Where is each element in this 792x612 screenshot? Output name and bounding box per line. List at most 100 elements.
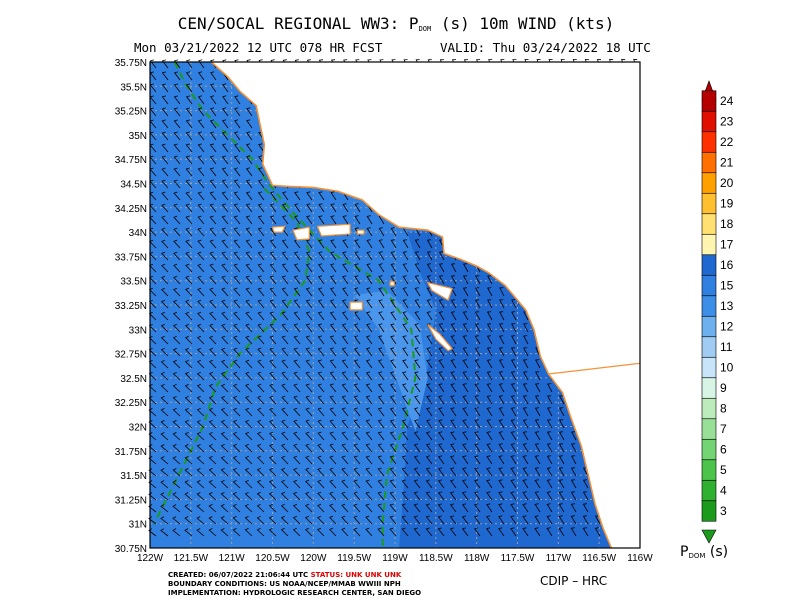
wind-barb	[330, 275, 337, 285]
wind-barb	[425, 491, 433, 501]
wind-barb	[474, 503, 481, 513]
wind-barb	[317, 395, 325, 405]
wind-barb	[209, 335, 217, 345]
wind-barb	[293, 443, 301, 453]
wind-barb	[558, 431, 565, 441]
wind-barb	[220, 371, 229, 381]
wind-barb	[390, 287, 397, 297]
y-tick-label: 31N	[129, 520, 147, 531]
wind-barb	[510, 443, 517, 453]
wind-barb	[426, 443, 433, 453]
wind-barb	[196, 516, 205, 525]
wind-barb	[365, 431, 373, 441]
wind-barb	[462, 323, 469, 333]
wind-barb	[389, 491, 397, 501]
wind-barb	[245, 215, 253, 225]
wind-barb	[486, 455, 493, 465]
wind-barb	[244, 528, 253, 537]
y-tick-label: 31.75N	[115, 447, 147, 458]
x-tick-label: 116.5W	[582, 553, 616, 564]
wind-barb	[378, 299, 385, 309]
wind-barb	[498, 479, 505, 489]
wind-barb	[438, 251, 445, 261]
island	[426, 281, 453, 301]
wind-barb	[221, 383, 229, 393]
wind-barb	[245, 287, 253, 297]
wind-barb	[244, 455, 253, 465]
wind-barb	[365, 527, 373, 537]
wind-barb	[486, 419, 493, 429]
wind-barb	[233, 359, 241, 369]
wind-barb	[292, 527, 301, 537]
wind-barb	[209, 143, 217, 153]
wind-barb	[257, 239, 265, 249]
wind-barb	[208, 504, 217, 513]
wind-barb	[160, 311, 169, 321]
wind-barb	[558, 527, 565, 537]
wind-barb	[234, 131, 241, 141]
wind-barb	[197, 167, 205, 177]
wind-barb	[222, 95, 229, 105]
wind-barb	[522, 419, 529, 429]
wind-barb	[220, 504, 229, 513]
wind-barb	[341, 323, 349, 333]
wind-barb	[365, 515, 373, 525]
colorbar-label-value: 21	[720, 156, 734, 170]
wind-barb	[269, 419, 277, 429]
wind-barb	[498, 419, 505, 429]
wind-barb	[256, 431, 265, 441]
wind-barb	[378, 239, 385, 249]
wind-barb	[245, 311, 253, 321]
wind-barb	[305, 431, 313, 441]
wind-barb	[414, 419, 421, 429]
wind-barb	[462, 395, 469, 405]
wind-barb	[413, 443, 421, 453]
wind-barb	[281, 455, 289, 465]
colorbar-label-value: 19	[720, 197, 734, 211]
wind-barb	[570, 503, 577, 513]
wind-barb	[160, 480, 169, 489]
wind-barb	[329, 311, 337, 321]
wind-barb	[197, 239, 205, 249]
y-tick-label: 31.25N	[115, 495, 147, 506]
wind-barb	[402, 251, 409, 261]
wind-barb	[329, 515, 337, 525]
wind-barb	[209, 371, 217, 381]
wind-barb	[268, 527, 277, 537]
wind-barb	[221, 275, 229, 285]
wind-barb	[185, 275, 193, 285]
wind-barb	[534, 431, 541, 441]
wind-barb	[534, 407, 541, 417]
colorbar-label-value: 20	[720, 176, 734, 190]
wind-barb	[196, 371, 205, 381]
wind-barb	[438, 347, 445, 357]
implementation-line: IMPLEMENTATION: HYDROLOGIC RESEARCH CENT…	[168, 589, 422, 597]
wind-barb	[498, 515, 505, 525]
wind-barb	[173, 119, 181, 129]
colorbar-label-value: 12	[720, 320, 734, 334]
wind-barb	[185, 119, 193, 129]
wind-barb	[209, 263, 217, 273]
wind-barb	[462, 419, 469, 429]
wind-barb	[522, 467, 529, 477]
wind-barb	[148, 456, 157, 465]
wind-barb	[498, 407, 505, 417]
wind-barb	[534, 527, 541, 537]
wind-barb	[378, 371, 385, 381]
wind-barb	[317, 323, 325, 333]
colorbar-swatch	[701, 315, 717, 338]
wind-barb	[234, 95, 241, 105]
wind-barb	[329, 419, 337, 429]
wind-barb	[172, 335, 181, 345]
wind-barb	[160, 371, 169, 381]
wind-barb	[450, 419, 457, 429]
island	[349, 301, 363, 311]
wind-barb	[232, 528, 241, 537]
wind-barb	[148, 516, 157, 525]
wind-barb	[245, 431, 253, 441]
wind-barb	[462, 311, 469, 321]
wind-barb	[184, 468, 193, 477]
wind-barb	[402, 287, 409, 297]
wind-barb	[233, 371, 241, 381]
wind-barb	[389, 443, 397, 453]
